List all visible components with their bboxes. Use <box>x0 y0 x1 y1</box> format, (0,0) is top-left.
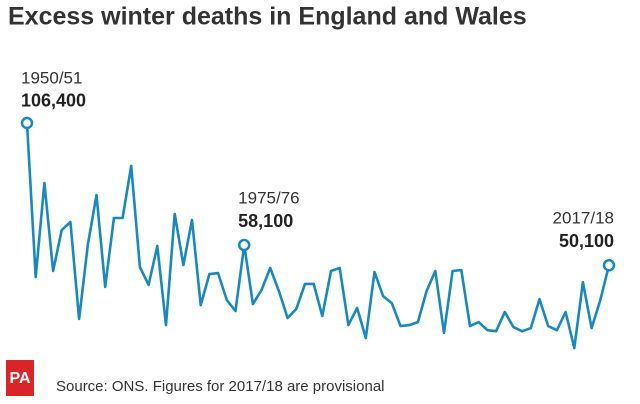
annotation-value: 58,100 <box>238 211 293 231</box>
annotation-category: 1975/76 <box>238 189 299 208</box>
annotation-category: 2017/18 <box>553 209 614 228</box>
source: Source: ONS. Figures for 2017/18 are pro… <box>56 378 385 395</box>
chart-title: Excess winter deaths in England and Wale… <box>8 3 527 31</box>
marker <box>237 238 251 252</box>
series-line <box>25 122 611 350</box>
marker <box>602 258 616 272</box>
annotation-value: 50,100 <box>559 231 614 251</box>
annotation-category: 1950/51 <box>21 68 82 87</box>
annotation-value: 106,400 <box>21 91 86 111</box>
marker <box>20 116 34 130</box>
logo-box <box>6 360 34 396</box>
logo: PA <box>9 370 30 387</box>
